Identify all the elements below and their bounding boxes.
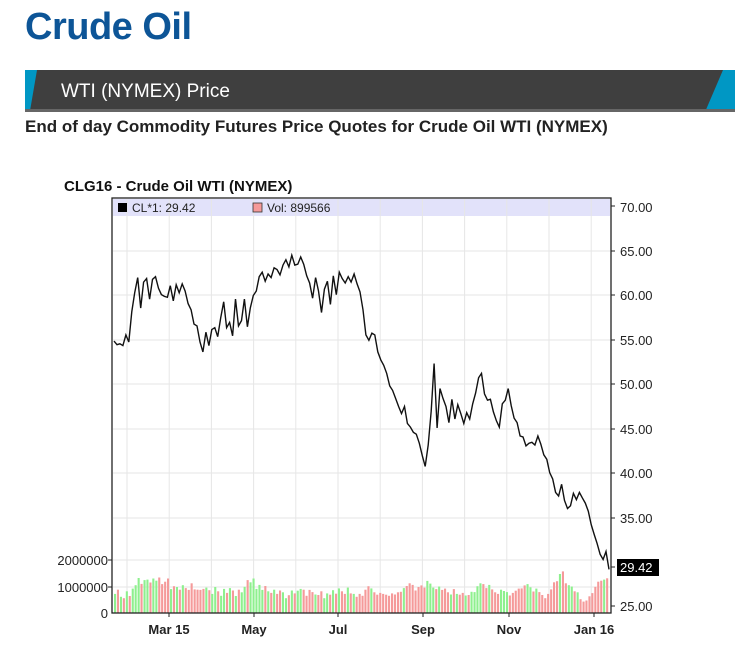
page-subtitle: End of day Commodity Futures Price Quote… (25, 117, 608, 136)
banner-underline (25, 109, 735, 112)
y-tick-label: 50.00 (620, 377, 653, 392)
chart-grid (113, 199, 610, 612)
price-legend-swatch (118, 203, 127, 212)
y-tick-label: 35.00 (620, 511, 653, 526)
x-tick-label: Jan 16 (574, 622, 614, 637)
volume-legend-swatch (252, 202, 263, 213)
chart-title: CLG16 - Crude Oil WTI (NYMEX) (64, 178, 293, 195)
y-tick-label: 40.00 (620, 466, 653, 481)
volume-legend-label: Vol: 899566 (267, 201, 331, 215)
section-banner: WTI (NYMEX) Price (25, 70, 735, 112)
volume-tick-label: 2000000 (57, 553, 108, 568)
last-price-label: 29.42 (620, 560, 653, 575)
volume-tick-label: 1000000 (57, 580, 108, 595)
x-tick-label: Sep (411, 622, 435, 637)
x-tick-label: Nov (497, 622, 522, 637)
x-tick-label: May (241, 622, 267, 637)
volume-tick-label: 0 (101, 606, 108, 621)
price-legend-label: CL*1: 29.42 (132, 201, 196, 215)
price-axis: 70.00 65.00 60.00 55.00 50.00 45.00 40.0… (620, 200, 653, 614)
page-title: Crude Oil (25, 6, 192, 48)
legend-band (113, 199, 610, 216)
plot-frame (111, 197, 612, 614)
y-tick-label: 55.00 (620, 333, 653, 348)
y-tick-label: 70.00 (620, 200, 653, 215)
x-tick-label: Jul (329, 622, 348, 637)
banner-title: WTI (NYMEX) Price (61, 81, 230, 102)
last-price-badge (617, 559, 659, 576)
y-tick-label: 25.00 (620, 599, 653, 614)
x-tick-label: Mar 15 (148, 622, 189, 637)
price-line (113, 252, 610, 570)
y-tick-label: 60.00 (620, 288, 653, 303)
y-tick-label: 45.00 (620, 422, 653, 437)
y-tick-label: 65.00 (620, 244, 653, 259)
volume-bars (114, 571, 609, 613)
